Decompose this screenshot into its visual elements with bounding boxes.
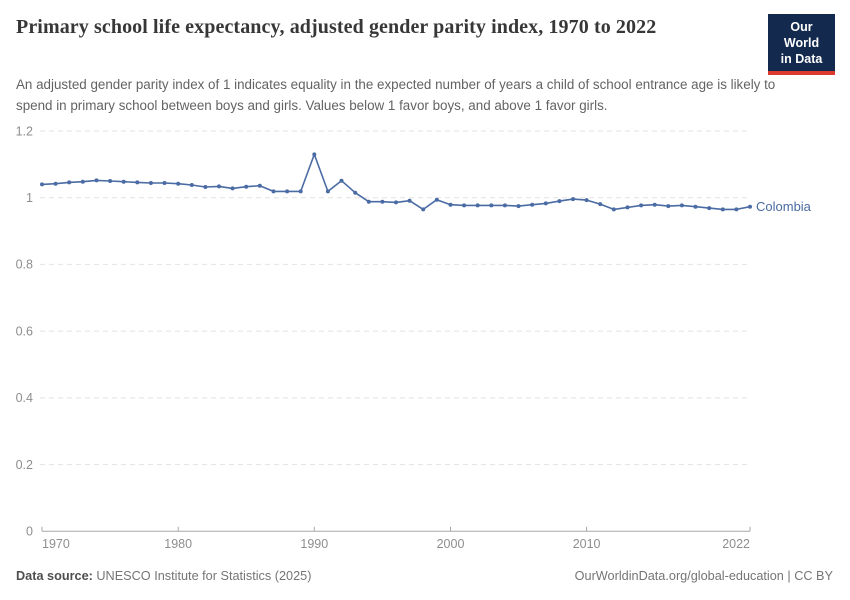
x-tick-label: 1990: [300, 537, 328, 551]
data-point[interactable]: [394, 200, 398, 205]
x-tick-label: 2000: [437, 537, 465, 551]
data-source-label: Data source:: [16, 569, 93, 583]
x-tick-label: 1970: [42, 537, 70, 551]
y-tick-label: 0: [26, 525, 33, 539]
data-point[interactable]: [353, 190, 358, 195]
data-point[interactable]: [298, 189, 303, 194]
data-point[interactable]: [625, 205, 630, 210]
data-point[interactable]: [598, 202, 603, 207]
y-tick-label: 0.4: [16, 391, 33, 405]
y-tick-label: 0.6: [16, 324, 33, 338]
data-point[interactable]: [189, 183, 194, 187]
y-tick-label: 1: [26, 191, 33, 205]
data-point[interactable]: [434, 197, 439, 202]
data-point[interactable]: [543, 201, 548, 206]
data-point[interactable]: [244, 184, 249, 189]
owid-logo: Our World in Data: [768, 14, 835, 75]
data-point[interactable]: [94, 178, 99, 183]
data-point[interactable]: [448, 202, 453, 207]
data-point[interactable]: [720, 207, 725, 212]
data-point[interactable]: [489, 203, 494, 208]
data-point[interactable]: [135, 180, 140, 185]
y-tick-label: 0.8: [16, 258, 33, 272]
data-point[interactable]: [748, 204, 752, 209]
data-point[interactable]: [108, 179, 113, 183]
data-point[interactable]: [271, 189, 276, 194]
data-point[interactable]: [639, 203, 644, 208]
data-point[interactable]: [407, 198, 412, 203]
y-tick-label: 1.2: [16, 124, 33, 138]
data-point[interactable]: [421, 207, 426, 212]
data-point[interactable]: [666, 204, 671, 209]
data-point[interactable]: [67, 180, 72, 185]
data-point[interactable]: [516, 204, 521, 209]
x-tick-label: 2022: [722, 537, 750, 551]
x-tick-label: 1980: [164, 537, 192, 551]
data-point[interactable]: [707, 206, 712, 211]
data-point[interactable]: [693, 204, 698, 209]
data-point[interactable]: [257, 183, 262, 188]
data-point[interactable]: [148, 181, 153, 185]
data-point[interactable]: [217, 184, 221, 189]
data-point[interactable]: [325, 189, 330, 194]
entity-label-colombia[interactable]: Colombia: [756, 199, 812, 214]
chart-subtitle: An adjusted gender parity index of 1 ind…: [16, 77, 776, 114]
data-point[interactable]: [530, 202, 535, 207]
data-point[interactable]: [679, 203, 684, 208]
data-point[interactable]: [40, 182, 44, 187]
data-point[interactable]: [53, 181, 58, 186]
data-point[interactable]: [652, 202, 657, 207]
data-point[interactable]: [502, 203, 507, 208]
y-tick-label: 0.2: [16, 458, 33, 472]
data-point[interactable]: [203, 185, 208, 189]
data-point[interactable]: [162, 181, 167, 185]
page-title: Primary school life expectancy, adjusted…: [16, 16, 657, 38]
data-point[interactable]: [312, 152, 317, 157]
data-point[interactable]: [734, 207, 739, 212]
data-point[interactable]: [475, 203, 480, 208]
data-point[interactable]: [176, 181, 181, 186]
data-point[interactable]: [80, 179, 85, 184]
data-point[interactable]: [462, 203, 467, 208]
data-point[interactable]: [121, 179, 126, 184]
data-point[interactable]: [339, 178, 344, 183]
data-point[interactable]: [230, 186, 235, 191]
data-point[interactable]: [366, 199, 371, 204]
data-point[interactable]: [571, 197, 575, 202]
data-point[interactable]: [285, 189, 290, 194]
data-source-text: UNESCO Institute for Statistics (2025): [92, 569, 312, 583]
data-point[interactable]: [611, 207, 616, 212]
data-point[interactable]: [557, 199, 562, 204]
x-tick-label: 2010: [573, 537, 601, 551]
owid-logo-line1: Our World: [783, 20, 820, 50]
data-source-note: Data source: UNESCO Institute for Statis…: [16, 569, 311, 583]
data-point[interactable]: [380, 199, 385, 204]
credit-license-note: OurWorldinData.org/global-education | CC…: [574, 569, 833, 583]
owid-logo-line2: in Data: [780, 52, 823, 66]
data-point[interactable]: [584, 198, 589, 203]
